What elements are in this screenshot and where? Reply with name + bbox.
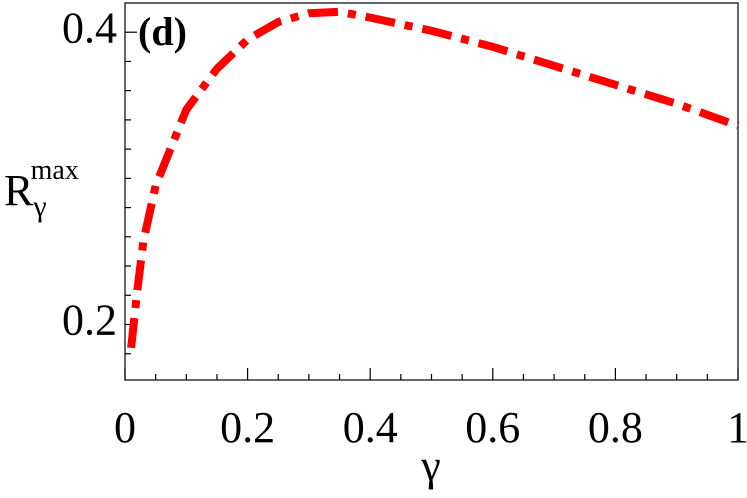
y-tick-label: 0.4 bbox=[62, 3, 117, 52]
x-tick-label: 0.6 bbox=[465, 403, 520, 452]
annotation: (d) bbox=[138, 9, 187, 54]
data-line bbox=[127, 7, 740, 349]
x-tick-label: 1 bbox=[727, 403, 747, 452]
plot-frame bbox=[124, 2, 739, 381]
y-axis-label: Rγ max bbox=[4, 155, 79, 222]
x-tick-label: 0.2 bbox=[220, 403, 275, 452]
y-label-sub: γ bbox=[32, 190, 46, 223]
x-tick-label: 0.4 bbox=[343, 403, 398, 452]
x-tick-label: 0.8 bbox=[588, 403, 643, 452]
y-tick-label: 0.2 bbox=[62, 296, 117, 345]
y-label-base: R bbox=[4, 166, 34, 215]
y-label-sup: max bbox=[31, 155, 79, 186]
x-axis-label: γ bbox=[420, 441, 440, 490]
x-tick-label: 0 bbox=[114, 403, 136, 452]
